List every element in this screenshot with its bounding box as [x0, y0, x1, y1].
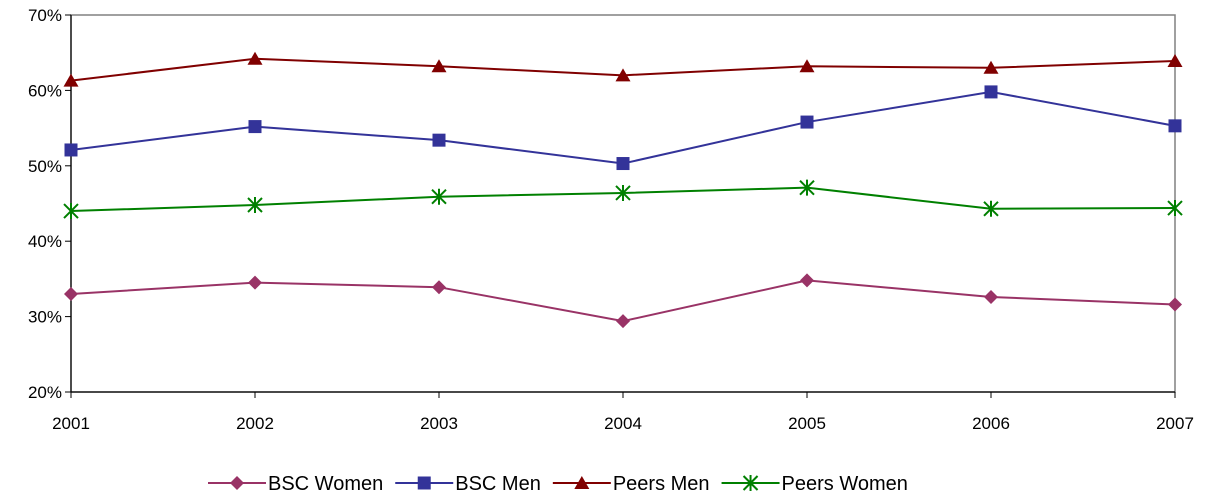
legend: BSC Women BSC Men Peers Men Peers Women	[208, 473, 908, 495]
legend-item-peers-men: Peers Men	[552, 473, 710, 495]
series-bsc-women	[64, 273, 1182, 329]
data-point-bsc-women	[64, 286, 78, 301]
x-tick-label: 2003	[420, 414, 458, 433]
data-point-bsc-men	[432, 133, 446, 147]
data-point-peers-men	[1167, 53, 1183, 67]
data-point-bsc-men	[800, 115, 814, 129]
data-point-peers-women	[1167, 200, 1183, 217]
x-tick-label: 2002	[236, 414, 274, 433]
data-point-peers-men	[63, 73, 79, 87]
data-point-peers-women	[983, 200, 999, 217]
x-tick-label: 2001	[52, 414, 90, 433]
series-bsc-men	[64, 85, 1182, 171]
y-tick-label: 70%	[28, 6, 62, 25]
x-tick-label: 2006	[972, 414, 1010, 433]
data-point-bsc-men	[64, 143, 78, 157]
data-point-peers-men	[983, 60, 999, 74]
series-peers-women	[63, 179, 1183, 220]
data-point-peers-women	[615, 184, 631, 201]
y-tick-label: 40%	[28, 232, 62, 251]
data-point-bsc-men	[616, 157, 630, 171]
y-tick-label: 30%	[28, 308, 62, 327]
x-tick-label: 2005	[788, 414, 826, 433]
legend-label: BSC Women	[268, 473, 383, 495]
data-point-peers-women	[247, 197, 263, 214]
series-layer	[63, 51, 1183, 329]
legend-marker	[230, 476, 244, 490]
series-peers-men	[63, 51, 1183, 87]
data-point-peers-women	[431, 188, 447, 205]
legend-item-peers-women: Peers Women	[721, 473, 908, 495]
data-point-bsc-women	[248, 275, 262, 290]
data-point-bsc-women	[616, 314, 630, 329]
y-tick-label: 50%	[28, 157, 62, 176]
data-point-bsc-women	[984, 289, 998, 304]
data-point-bsc-women	[1168, 297, 1182, 312]
y-tick-label: 60%	[28, 81, 62, 100]
legend-item-bsc-women: BSC Women	[208, 473, 383, 495]
x-tick-label: 2004	[604, 414, 642, 433]
legend-marker	[417, 476, 431, 490]
data-point-peers-men	[799, 59, 815, 73]
data-point-bsc-women	[800, 273, 814, 288]
data-point-bsc-men	[248, 120, 262, 134]
legend-marker	[574, 476, 590, 489]
data-point-peers-women	[63, 203, 79, 220]
legend-marker	[742, 475, 759, 491]
data-point-peers-men	[431, 59, 447, 73]
legend-label: BSC Men	[455, 473, 541, 495]
y-axis: 20% 30% 40% 50% 60% 70%	[28, 6, 72, 402]
data-point-bsc-women	[432, 280, 446, 295]
y-tick-label: 20%	[28, 383, 62, 402]
x-axis: 2001 2002 2003 2004 2005 2006 2007	[52, 391, 1194, 433]
data-point-peers-women	[799, 179, 815, 196]
x-tick-label: 2007	[1156, 414, 1194, 433]
data-point-peers-men	[615, 68, 631, 82]
legend-label: Peers Women	[782, 473, 908, 495]
data-point-bsc-men	[984, 85, 998, 99]
data-point-bsc-men	[1168, 119, 1182, 133]
legend-label: Peers Men	[613, 473, 710, 495]
legend-item-bsc-men: BSC Men	[395, 473, 541, 495]
data-point-peers-men	[247, 51, 263, 65]
